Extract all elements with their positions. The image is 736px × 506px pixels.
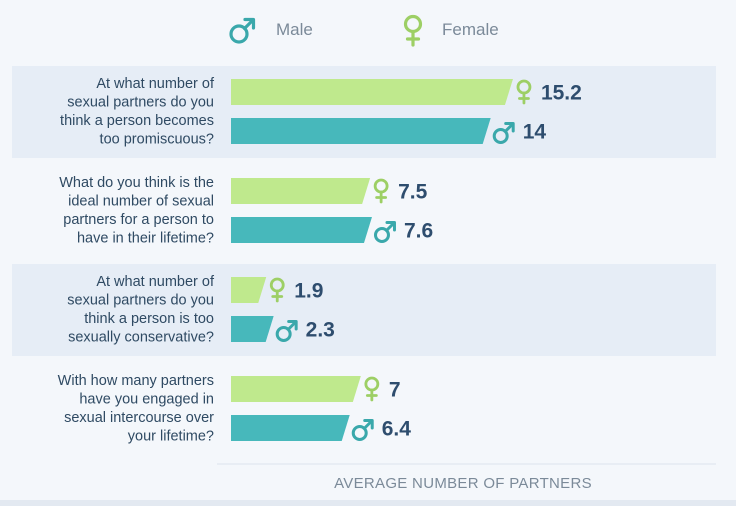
male-symbol-icon-arrow (362, 419, 374, 430)
male-value-label: 7.6 (404, 220, 433, 243)
male-symbol-icon (373, 227, 390, 243)
female-value-label: 7.5 (398, 181, 428, 204)
bottom-strip (0, 500, 736, 506)
male-symbol-icon (229, 17, 256, 44)
question-label-line: sexually conservative? (68, 330, 214, 346)
male-symbol-icon-arrow (286, 320, 298, 331)
question-label-line: What do you think is the (59, 175, 214, 191)
female-bar (231, 79, 513, 105)
male-value-label: 6.4 (382, 418, 412, 441)
male-value-label: 2.3 (306, 319, 335, 342)
question-label-line: have you engaged in (79, 392, 214, 408)
female-value-label: 7 (389, 379, 401, 402)
female-value-label: 1.9 (294, 280, 323, 303)
male-symbol-icon-arrow (384, 221, 396, 232)
question-label-line: think a person becomes (60, 113, 214, 129)
male-symbol-icon-head (385, 221, 396, 232)
male-value-label: 14 (523, 121, 547, 144)
question-label-line: too promiscuous? (100, 132, 214, 148)
question-label-line: sexual intercourse over (64, 410, 214, 426)
female-bar (231, 178, 371, 204)
question-label-line: ideal number of sexual (68, 194, 214, 210)
question-label-line: sexual partners do you (67, 95, 214, 111)
female-value-label: 15.2 (541, 82, 582, 105)
male-bar (231, 118, 491, 144)
question-label-line: At what number of (96, 76, 215, 92)
male-bar (231, 415, 350, 441)
legend-female-label: Female (442, 20, 499, 39)
female-bar (231, 277, 267, 303)
male-symbol-icon-head (363, 419, 374, 430)
male-symbol-icon-head (504, 122, 515, 133)
female-bar (231, 376, 361, 402)
question-label-line: have in their lifetime? (77, 231, 214, 247)
question-label-line: partners for a person to (63, 212, 214, 228)
male-symbol-icon (492, 128, 509, 144)
male-symbol-icon-arrow (503, 122, 515, 133)
question-band (12, 264, 716, 356)
male-symbol-icon (275, 326, 292, 342)
question-label-line: your lifetime? (128, 429, 214, 445)
female-symbol-icon (373, 178, 389, 194)
question-label-line: sexual partners do you (67, 293, 214, 309)
male-symbol-icon-head (287, 320, 298, 331)
female-symbol-icon (403, 14, 423, 47)
male-bar (231, 316, 274, 342)
question-label-line: think a person is too (84, 311, 214, 327)
x-axis-title: AVERAGE NUMBER OF PARTNERS (334, 475, 592, 492)
female-symbol-icon (364, 376, 380, 392)
male-symbol-icon (351, 425, 368, 441)
question-label-line: At what number of (96, 274, 215, 290)
legend-male-label: Male (276, 20, 313, 39)
question-label-line: With how many partners (58, 373, 214, 389)
male-bar (231, 217, 372, 243)
